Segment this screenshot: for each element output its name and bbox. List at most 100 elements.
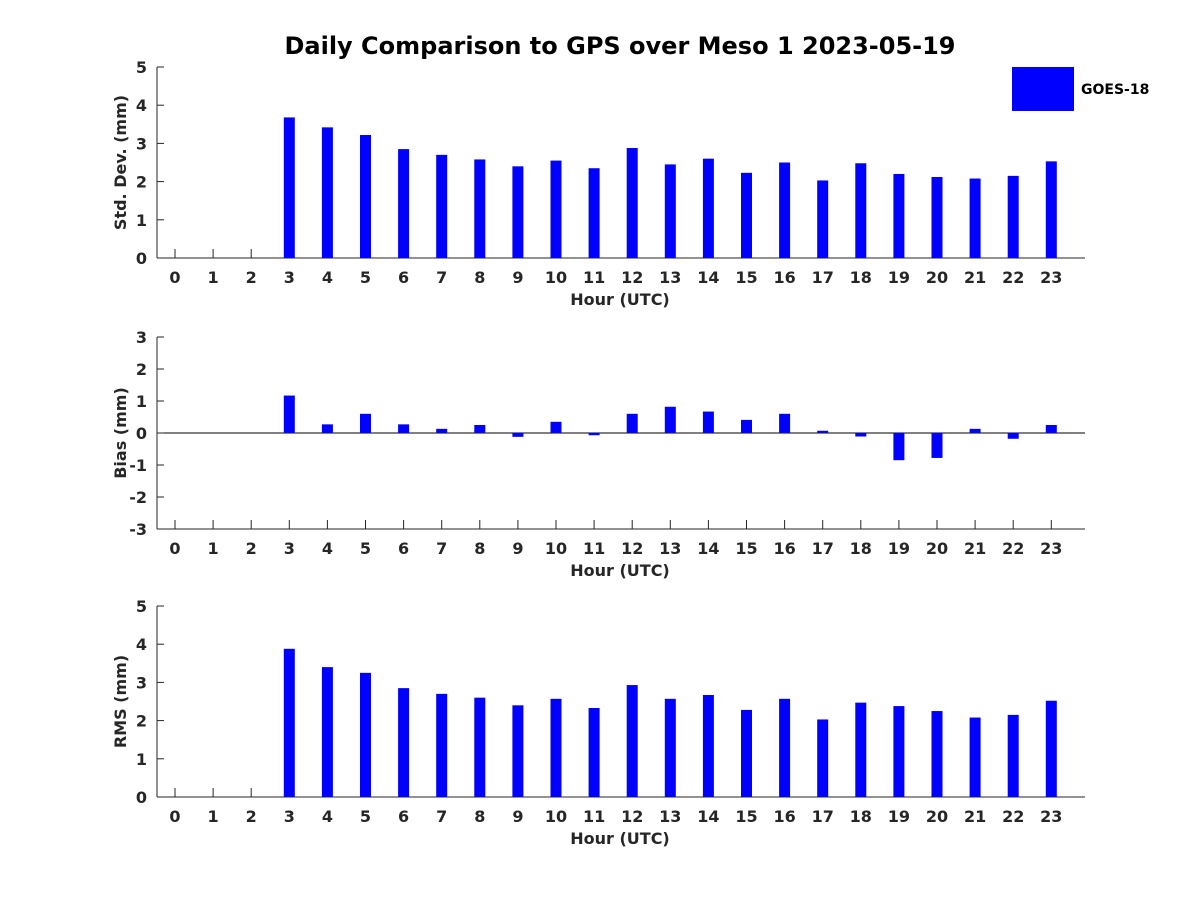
bar-hour-23: [1045, 425, 1057, 433]
bar-hour-13: [664, 164, 676, 258]
x-tick-label: 23: [1040, 539, 1062, 558]
x-tick-label: 18: [850, 539, 872, 558]
x-tick-label: 16: [773, 268, 795, 287]
x-tick-label: 17: [812, 807, 834, 826]
x-tick-label: 5: [360, 268, 371, 287]
x-tick-label: 21: [964, 807, 986, 826]
x-tick-label: 7: [436, 807, 447, 826]
bar-hour-8: [474, 159, 486, 258]
bar-hour-20: [931, 711, 943, 797]
bar-hour-8: [474, 697, 486, 797]
bar-hour-17: [817, 430, 829, 433]
x-tick-label: 17: [812, 268, 834, 287]
x-axis-label: Hour (UTC): [570, 829, 670, 848]
bar-hour-6: [398, 149, 410, 258]
y-tick-label: 3: [136, 673, 147, 692]
bar-hour-18: [855, 163, 867, 258]
x-tick-label: 11: [583, 268, 605, 287]
x-tick-label: 9: [512, 539, 523, 558]
bar-hour-4: [321, 424, 333, 433]
x-tick-label: 12: [621, 807, 643, 826]
x-tick-label: 2: [246, 539, 257, 558]
bar-hour-18: [855, 702, 867, 797]
y-tick-label: 1: [136, 392, 147, 411]
y-tick-label: 5: [136, 58, 147, 77]
y-tick-label: 3: [136, 134, 147, 153]
bar-hour-21: [969, 717, 981, 797]
bar-hour-23: [1045, 161, 1057, 258]
bar-hour-3: [283, 395, 295, 433]
bar-hour-21: [969, 428, 981, 433]
x-tick-label: 20: [926, 268, 948, 287]
x-tick-label: 2: [246, 807, 257, 826]
bar-hour-12: [626, 685, 638, 797]
bar-hour-11: [588, 433, 600, 436]
y-tick-label: 3: [136, 328, 147, 347]
bar-hour-13: [664, 406, 676, 433]
x-axis-label: Hour (UTC): [570, 561, 670, 580]
x-tick-label: 6: [398, 807, 409, 826]
chart-title: Daily Comparison to GPS over Meso 1 2023…: [284, 32, 955, 60]
bar-hour-9: [512, 166, 524, 258]
y-tick-label: -3: [129, 520, 147, 539]
bar-hour-20: [931, 177, 943, 258]
x-tick-label: 21: [964, 268, 986, 287]
y-tick-label: -1: [129, 456, 147, 475]
bar-hour-16: [779, 413, 791, 433]
x-tick-label: 22: [1002, 268, 1024, 287]
bar-hour-14: [702, 695, 714, 797]
x-tick-label: 8: [474, 539, 485, 558]
bar-hour-11: [588, 168, 600, 258]
x-tick-label: 5: [360, 539, 371, 558]
x-tick-label: 21: [964, 539, 986, 558]
bar-hour-15: [741, 172, 752, 258]
y-tick-label: 4: [136, 96, 147, 115]
x-tick-label: 16: [773, 807, 795, 826]
y-axis-label: Std. Dev. (mm): [111, 95, 130, 230]
bar-hour-19: [893, 173, 905, 258]
bar-hour-5: [360, 134, 371, 258]
bar-hour-4: [321, 667, 333, 797]
x-tick-label: 23: [1040, 807, 1062, 826]
x-tick-label: 15: [735, 268, 757, 287]
y-axis-label: RMS (mm): [111, 655, 130, 748]
x-tick-label: 12: [621, 539, 643, 558]
bar-hour-5: [360, 413, 371, 433]
bar-hour-11: [588, 707, 600, 797]
x-tick-label: 15: [735, 807, 757, 826]
bar-hour-6: [398, 424, 410, 433]
bar-hour-10: [550, 698, 562, 797]
x-tick-label: 3: [284, 807, 295, 826]
x-tick-label: 10: [545, 807, 567, 826]
bar-hour-17: [817, 180, 829, 258]
legend: GOES-18: [1012, 67, 1149, 111]
x-tick-label: 13: [659, 807, 681, 826]
bar-hour-21: [969, 178, 981, 258]
x-tick-label: 13: [659, 539, 681, 558]
bar-hour-22: [1007, 714, 1019, 797]
x-tick-label: 22: [1002, 539, 1024, 558]
x-tick-label: 13: [659, 268, 681, 287]
y-tick-label: 4: [136, 635, 147, 654]
x-tick-label: 9: [512, 807, 523, 826]
x-tick-label: 19: [888, 539, 910, 558]
bar-hour-22: [1007, 433, 1019, 439]
bar-hour-3: [283, 117, 295, 258]
bar-hour-12: [626, 147, 638, 258]
legend-swatch: [1012, 67, 1074, 111]
x-tick-label: 4: [322, 807, 333, 826]
bar-hour-19: [893, 706, 905, 797]
y-tick-label: -2: [129, 488, 147, 507]
bar-hour-18: [855, 433, 867, 437]
y-tick-label: 2: [136, 712, 147, 731]
x-tick-label: 0: [169, 268, 180, 287]
x-tick-label: 11: [583, 539, 605, 558]
bar-hour-14: [702, 158, 714, 258]
bar-hour-6: [398, 688, 410, 797]
x-tick-label: 18: [850, 807, 872, 826]
x-tick-label: 14: [697, 807, 719, 826]
x-tick-label: 20: [926, 539, 948, 558]
bar-hour-23: [1045, 700, 1057, 797]
